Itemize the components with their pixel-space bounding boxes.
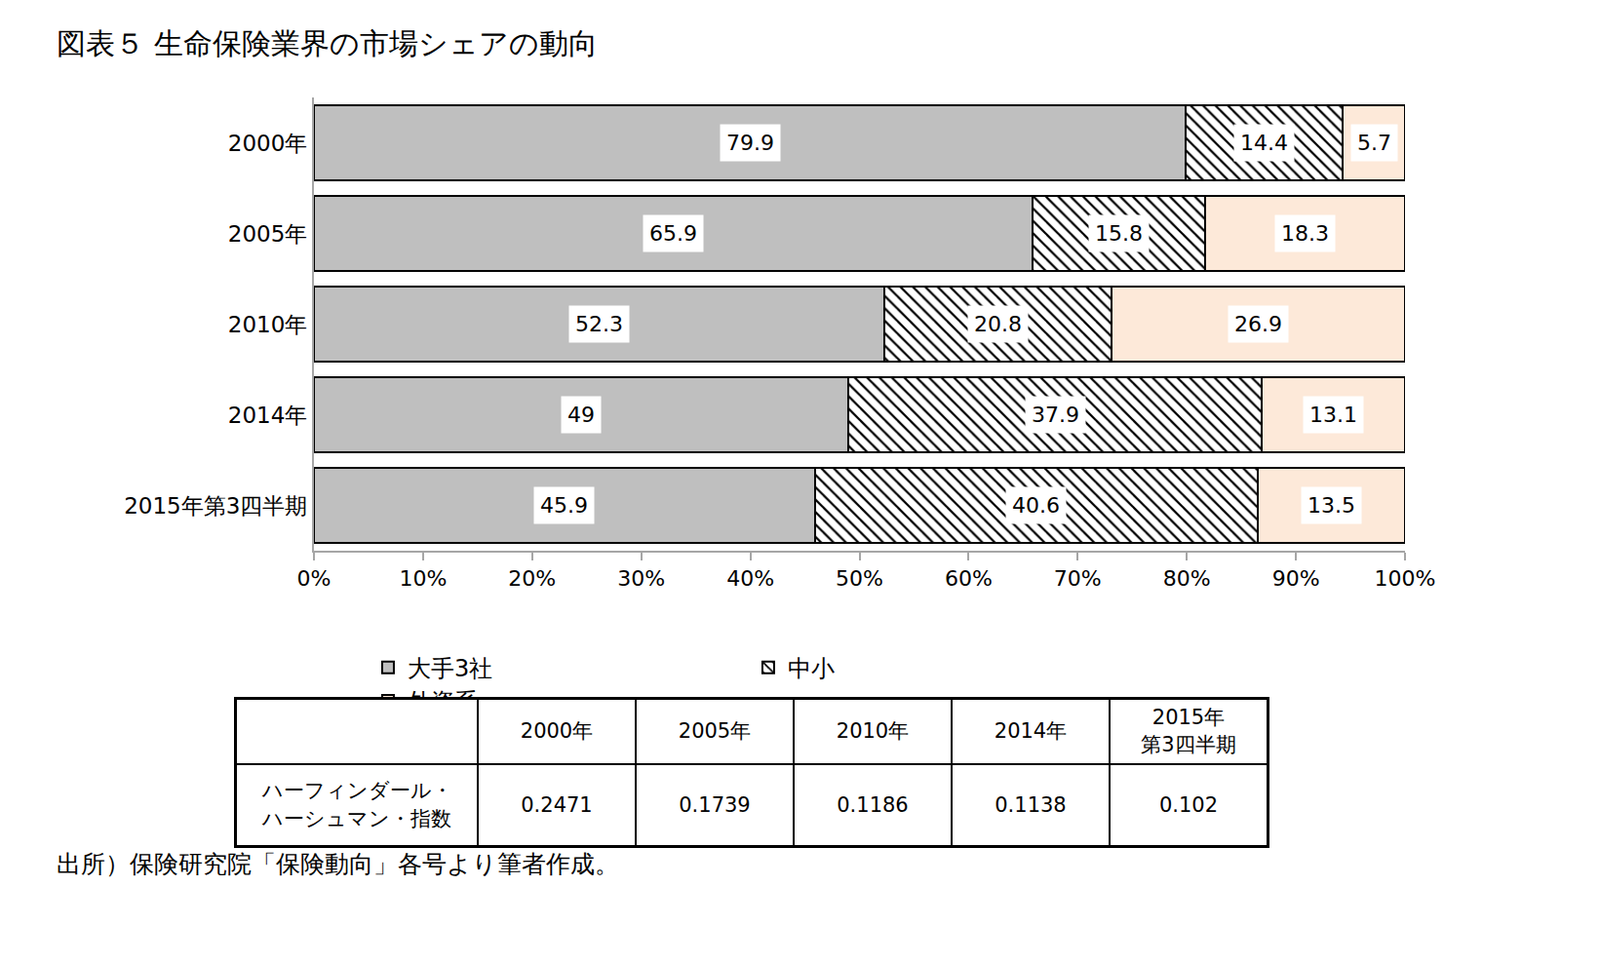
html-text:0.1186: 0.1186 [836, 793, 909, 817]
svg-text:中小: 中小 [787, 655, 835, 683]
svg-text:90%: 90% [1272, 566, 1321, 591]
svg-text:45.9: 45.9 [540, 493, 588, 518]
svg-text:30%: 30% [617, 566, 665, 591]
svg-text:18.3: 18.3 [1281, 221, 1329, 246]
svg-text:70%: 70% [1053, 566, 1102, 591]
html-text:出所）保険研究院「保険動向」各号より筆者作成。: 出所）保険研究院「保険動向」各号より筆者作成。 [56, 850, 620, 879]
html-text:2015年 第3四半期: 2015年 第3四半期 [1141, 705, 1237, 757]
svg-text:79.9: 79.9 [726, 130, 775, 156]
html-text:2014年: 2014年 [994, 719, 1067, 744]
svg-text:2010年: 2010年 [228, 312, 309, 338]
html-text:0.2471: 0.2471 [520, 793, 593, 817]
html-text:0.1138: 0.1138 [994, 793, 1067, 817]
svg-text:20.8: 20.8 [974, 312, 1022, 337]
svg-text:52.3: 52.3 [575, 312, 624, 337]
svg-text:40.6: 40.6 [1012, 493, 1060, 518]
svg-text:37.9: 37.9 [1031, 402, 1080, 428]
svg-text:2015年第3四半期: 2015年第3四半期 [123, 493, 308, 519]
html-text:2005年: 2005年 [678, 719, 751, 744]
svg-text:40%: 40% [726, 566, 775, 591]
svg-text:15.8: 15.8 [1094, 221, 1143, 246]
svg-text:20%: 20% [507, 566, 556, 591]
html-text:0.102: 0.102 [1159, 793, 1218, 817]
svg-text:2005年: 2005年 [228, 221, 309, 247]
svg-text:60%: 60% [944, 566, 993, 591]
svg-text:65.9: 65.9 [649, 221, 698, 246]
svg-text:100%: 100% [1374, 566, 1437, 591]
svg-text:2000年: 2000年 [228, 130, 309, 157]
svg-text:大手3社: 大手3社 [407, 655, 493, 683]
svg-text:14.4: 14.4 [1240, 130, 1288, 156]
svg-text:50%: 50% [835, 566, 884, 591]
svg-text:26.9: 26.9 [1234, 312, 1283, 337]
html-text:2000年: 2000年 [520, 719, 594, 744]
svg-text:80%: 80% [1163, 566, 1211, 591]
svg-text:49: 49 [567, 402, 595, 428]
svg-text:0%: 0% [297, 566, 332, 591]
svg-text:2014年: 2014年 [228, 402, 309, 429]
svg-text:図表５ 生命保険業界の市場シェアの動向: 図表５ 生命保険業界の市場シェアの動向 [56, 26, 598, 61]
svg-text:10%: 10% [398, 566, 447, 591]
svg-text:13.5: 13.5 [1307, 493, 1356, 518]
html-text:0.1739: 0.1739 [678, 793, 751, 817]
svg-text:13.1: 13.1 [1309, 402, 1358, 428]
html-text:ハーフィンダール・ ハーシュマン・指数: ハーフィンダール・ ハーシュマン・指数 [261, 779, 452, 831]
svg-text:5.7: 5.7 [1357, 130, 1392, 156]
html-text:2010年: 2010年 [836, 719, 909, 744]
